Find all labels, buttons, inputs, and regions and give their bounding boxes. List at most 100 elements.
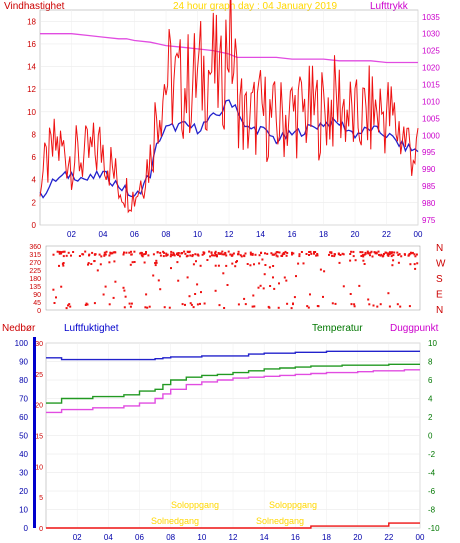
- rain-tick-label-20: 20: [35, 403, 43, 410]
- direction-point: [232, 252, 235, 255]
- direction-point: [225, 254, 228, 257]
- direction-point: [408, 253, 411, 255]
- direction-point: [388, 251, 391, 254]
- direction-point: [259, 284, 262, 287]
- direction-point: [374, 252, 377, 255]
- direction-point: [155, 261, 158, 264]
- direction-point: [234, 265, 237, 268]
- direction-point: [122, 286, 125, 289]
- direction-point: [278, 251, 281, 254]
- temperature-tick-label-4: 4: [428, 395, 433, 404]
- direction-point: [190, 303, 193, 306]
- x-tick-label-22: 22: [384, 533, 393, 542]
- direction-point: [413, 253, 416, 256]
- direction-point: [154, 264, 157, 267]
- pressure-axis-label: Lufttrykk: [370, 1, 409, 12]
- wind-speed-tick-label-16: 16: [27, 40, 36, 49]
- direction-point: [84, 304, 87, 306]
- direction-point: [322, 295, 324, 298]
- compass-label-4: N: [436, 305, 443, 316]
- direction-tick-label-90: 90: [33, 292, 41, 299]
- direction-point: [123, 289, 126, 292]
- direction-point: [290, 307, 293, 310]
- direction-point: [282, 251, 285, 254]
- direction-point: [146, 306, 149, 309]
- direction-point: [214, 250, 217, 253]
- direction-point: [139, 252, 142, 255]
- humidity-tick-label-0: 0: [24, 524, 29, 533]
- direction-point: [103, 254, 106, 257]
- direction-point: [192, 263, 195, 266]
- humidity-x-ticks: 02 04 06 08 10 12 14 16 18 20 22 00: [73, 533, 425, 542]
- direction-point: [215, 254, 218, 257]
- direction-point: [223, 253, 225, 256]
- x-tick-label-16: 16: [291, 533, 300, 542]
- direction-point: [358, 284, 361, 287]
- wind-direction-points: [52, 250, 419, 310]
- direction-point: [264, 264, 267, 266]
- direction-point: [407, 254, 410, 257]
- direction-point: [105, 250, 108, 253]
- direction-point: [211, 254, 213, 257]
- direction-point: [310, 252, 313, 255]
- direction-point: [170, 267, 172, 270]
- direction-point: [307, 306, 310, 309]
- direction-point: [208, 250, 211, 253]
- direction-point: [104, 253, 107, 256]
- direction-point: [130, 253, 133, 256]
- pressure-tick-label-1005: 1005: [422, 114, 440, 123]
- direction-point: [416, 262, 419, 265]
- direction-point: [104, 285, 107, 288]
- direction-point: [298, 253, 301, 256]
- direction-point: [313, 252, 315, 255]
- annotation-sunrise-2: Soloppgang: [269, 500, 317, 510]
- direction-point: [219, 252, 222, 255]
- direction-point: [342, 253, 345, 256]
- direction-point: [222, 272, 225, 275]
- direction-point: [98, 253, 101, 256]
- x-tick-label-08: 08: [166, 533, 175, 542]
- direction-point: [366, 251, 369, 254]
- direction-point: [56, 250, 59, 253]
- direction-point: [250, 253, 253, 256]
- direction-point: [196, 303, 199, 306]
- direction-point: [221, 253, 224, 256]
- direction-point: [404, 253, 406, 256]
- dewpoint-axis-label: Duggpunkt: [390, 323, 439, 334]
- direction-point: [373, 251, 376, 254]
- direction-point: [408, 305, 411, 308]
- direction-point: [60, 285, 63, 288]
- direction-point: [341, 252, 344, 255]
- x-tick-label-02: 02: [73, 533, 82, 542]
- direction-tick-label-270: 270: [29, 260, 41, 267]
- direction-point: [231, 262, 234, 265]
- series-duggpunkt: [46, 369, 420, 414]
- compass-label-0: N: [436, 243, 443, 254]
- direction-point: [387, 254, 390, 257]
- direction-point: [209, 255, 212, 258]
- direction-point: [109, 251, 112, 254]
- wind-speed-tick-label-14: 14: [27, 63, 36, 72]
- humidity-axis-label: Luftfuktighet: [64, 323, 119, 334]
- compass-label-1: W: [436, 259, 446, 270]
- wind-speed-tick-label-18: 18: [27, 17, 36, 26]
- direction-point: [62, 264, 65, 267]
- direction-point: [317, 305, 320, 308]
- direction-point: [415, 253, 418, 256]
- direction-point: [131, 261, 134, 264]
- direction-point: [52, 253, 55, 256]
- direction-point: [306, 305, 309, 308]
- x-tick-label-20: 20: [353, 533, 362, 542]
- direction-point: [130, 302, 133, 305]
- direction-point: [218, 304, 221, 307]
- humidity-tick-label-70: 70: [19, 395, 28, 404]
- direction-point: [58, 264, 60, 267]
- direction-point: [364, 252, 367, 255]
- direction-point: [102, 293, 105, 296]
- direction-point: [108, 303, 111, 306]
- direction-point: [236, 260, 238, 263]
- series-luftfuktighet: [46, 350, 420, 361]
- direction-point: [315, 254, 318, 257]
- direction-point: [231, 253, 234, 256]
- x-tick-label-10: 10: [193, 230, 202, 239]
